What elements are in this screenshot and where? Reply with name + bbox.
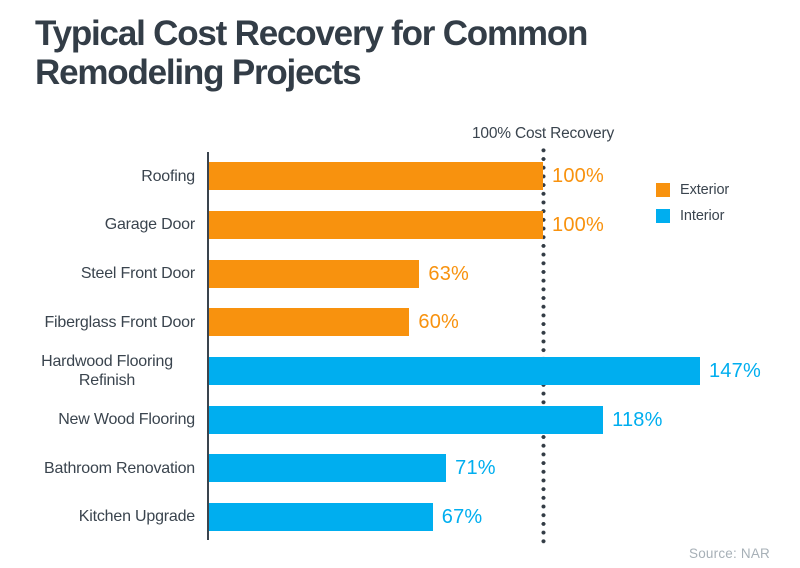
reference-line-label: 100% Cost Recovery [472, 125, 614, 142]
bar-row: Roofing 100% [0, 152, 800, 201]
bar-exterior [209, 210, 543, 239]
value-label: 60% [418, 311, 460, 334]
value-label: 71% [455, 457, 496, 480]
bar-row: Bathroom Renovation 71% [0, 444, 800, 493]
category-label: Garage Door [0, 215, 209, 234]
category-label-text: Fiberglass Front Door [44, 313, 195, 331]
reference-dotted-line [541, 146, 546, 546]
category-label-text: New Wood Flooring [58, 411, 195, 429]
category-label: New Wood Flooring [0, 410, 209, 429]
y-axis-line [207, 152, 209, 540]
interior-swatch-icon [656, 209, 670, 223]
category-label: Steel Front Door [0, 264, 209, 283]
value-label: 100% [552, 213, 604, 236]
bar-interior [209, 405, 604, 434]
category-label-text: Garage Door [104, 216, 195, 234]
category-label-text: Bathroom Renovation [44, 459, 195, 477]
category-label: Hardwood Flooring Refinish [0, 352, 209, 390]
bar-interior [209, 356, 700, 385]
bar-chart: Roofing 100% Garage Door 100% Steel Front Do… [0, 152, 800, 542]
bar-row: Steel Front Door 63% [0, 249, 800, 298]
category-label: Roofing [0, 167, 209, 186]
category-label-text: Roofing [141, 167, 195, 185]
bar-row: Garage Door 100% [0, 201, 800, 250]
category-label-text: Hardwood Flooring Refinish [41, 352, 173, 389]
bar-exterior [209, 259, 420, 288]
legend-label-exterior: Exterior [680, 182, 730, 198]
category-label: Kitchen Upgrade [0, 507, 209, 526]
bar-row: Fiberglass Front Door 60% [0, 298, 800, 347]
category-label: Bathroom Renovation [0, 459, 209, 478]
legend: Exterior Interior [656, 180, 729, 232]
source-credit: Source: NAR [689, 546, 770, 561]
legend-item-exterior: Exterior [656, 180, 729, 200]
bar-row: Hardwood Flooring Refinish 147% [0, 347, 800, 396]
value-label: 67% [441, 505, 483, 528]
value-label: 118% [612, 408, 663, 431]
category-label: Fiberglass Front Door [0, 313, 209, 332]
value-label: 100% [552, 165, 604, 188]
category-label-text: Kitchen Upgrade [78, 508, 195, 526]
bar-exterior [209, 308, 410, 337]
category-label-text: Steel Front Door [80, 265, 195, 283]
chart-title: Typical Cost Recovery for Common Remodel… [35, 14, 588, 92]
value-label: 147% [708, 359, 761, 382]
bar-row: Kitchen Upgrade 67% [0, 492, 800, 541]
bar-interior [209, 454, 447, 483]
legend-item-interior: Interior [656, 206, 729, 226]
value-label: 63% [428, 262, 470, 285]
bar-exterior [209, 162, 543, 191]
bar-row: New Wood Flooring 118% [0, 395, 800, 444]
exterior-swatch-icon [656, 183, 670, 197]
bar-interior [209, 502, 433, 531]
legend-label-interior: Interior [680, 208, 725, 224]
